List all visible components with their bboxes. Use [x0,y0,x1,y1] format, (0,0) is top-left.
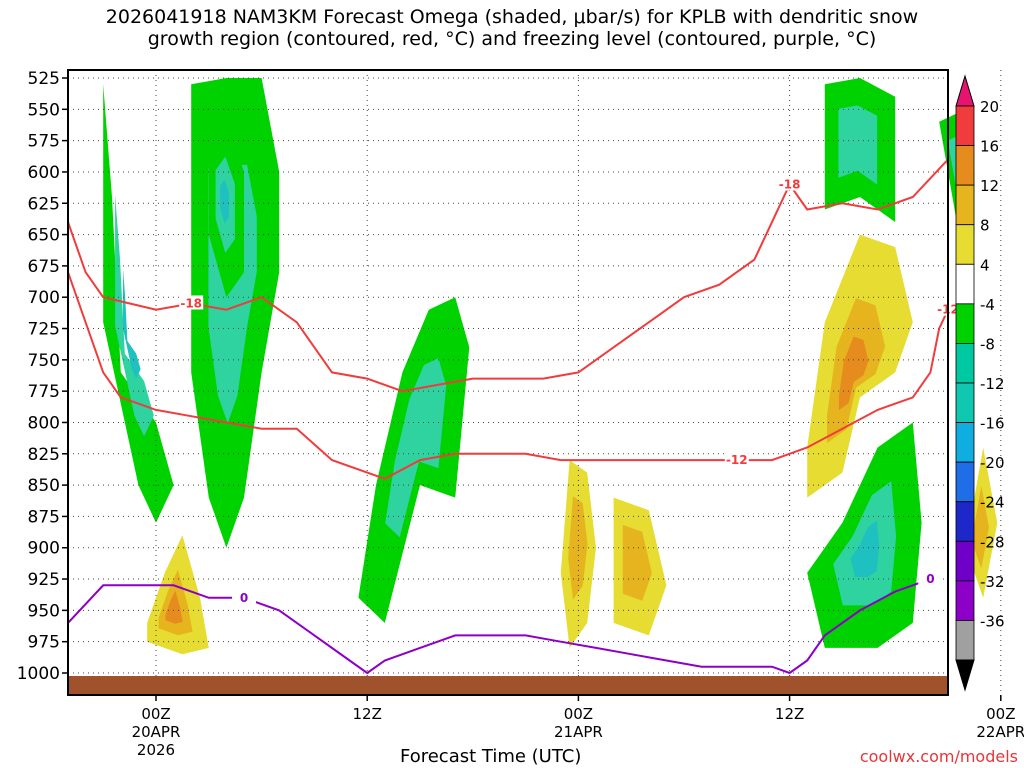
colorbar-band-10 [955,501,975,542]
colorbar-band-5 [955,303,975,344]
chart-title: 2026041918 NAM3KM Forecast Omega (shaded… [0,6,1024,50]
x-tick-label-0-2: 2026 [137,741,175,759]
omega-pos-core2-0 [165,590,183,624]
freezing-contour-0 [67,578,931,675]
y-tick-label-575: 575 [28,132,60,152]
y-tick-label-750: 750 [28,351,60,371]
x-tick-label-4-1: 22APR [976,723,1024,741]
x-tick-label-4-0: 00Z [986,705,1015,723]
dgz-contour-minus12-label-0: -12 [726,453,748,467]
omega-shading [103,78,998,655]
dgz-contour-minus18-label-0: -18 [180,296,202,310]
colorbar-bottom-arrow [955,659,975,692]
colorbar-band-4 [955,263,975,305]
colorbar-label--4: -4 [980,296,995,314]
contours: -18-18-12-12000 [67,158,960,675]
x-tick-label-1-0: 12Z [353,705,382,723]
colorbar-band-3 [955,224,975,265]
y-tick-label-675: 675 [28,257,60,277]
y-tick-label-825: 825 [28,445,60,465]
y-tick-label-1000: 1000 [17,664,60,684]
y-tick-label-650: 650 [28,226,60,246]
colorbar-band-0 [955,105,975,146]
y-tick-label-800: 800 [28,413,60,433]
y-tick-label-850: 850 [28,476,60,496]
colorbar-band-2 [955,184,975,226]
title-line-2: growth region (contoured, red, °C) and f… [147,28,877,50]
omega-pos-core2-3 [838,336,869,411]
grid-lines [68,70,1002,695]
x-tick-label-0-0: 00Z [141,705,170,723]
freezing-contour-0-label-bg-2 [918,571,943,586]
y-tick-label-900: 900 [28,539,60,559]
omega-pos-core-1 [568,496,588,600]
omega-region-core2-5 [850,520,880,577]
colorbar-label-16: 16 [980,138,999,156]
x-tick-label-3-0: 12Z [775,705,804,723]
omega-region-core2-2 [220,179,229,224]
dgz-contour-minus18-label-bg-0 [179,295,204,310]
colorbar: 20 16 12 8 4 -4 -8 -12 -16 -20 -24 -28 -32 -36 [955,74,1005,692]
y-tick-label-925: 925 [28,570,60,590]
y-tick-label-700: 700 [28,288,60,308]
colorbar-label--12: -12 [980,375,1005,393]
y-tick-label-875: 875 [28,507,60,527]
colorbar-band-1 [955,145,975,186]
colorbar-band-12 [955,580,975,621]
dgz-contour-minus18-label-bg-1 [777,176,802,191]
omega-region-core-4 [838,105,878,185]
colorbar-label-8: 8 [980,217,990,235]
x-tick-label-2-1: 21APR [554,723,603,741]
freezing-contour-0-label-2: 0 [926,572,934,586]
dgz-contour-minus12-label-bg-0 [724,452,749,467]
colorbar-label--24: -24 [980,494,1005,512]
colorbar-label--36: -36 [980,612,1005,630]
omega-region-core-3 [385,358,447,538]
colorbar-label--32: -32 [980,573,1005,591]
y-tick-label-775: 775 [28,382,60,402]
dgz-contour-minus18-label-1: -18 [779,177,801,191]
colorbar-label-4: 4 [980,256,990,274]
y-tick-label-625: 625 [28,194,60,214]
y-axis: 525 550 575 600 625 650 675 700 725 750 775 800 825 8… [17,69,68,684]
colorbar-band-8 [955,422,975,463]
dgz-contour-minus18 [67,158,949,393]
colorbar-label--20: -20 [980,454,1005,472]
x-axis-label: Forecast Time (UTC) [400,746,582,767]
ground-layer [68,676,948,696]
plot-frame [67,69,949,696]
freezing-contour-0-label-0: 0 [240,591,248,605]
omega-region-core-0 [115,195,154,437]
colorbar-band-11 [955,540,975,582]
y-tick-label-950: 950 [28,601,60,621]
omega-pos-core-4 [971,485,989,569]
omega-region-core2-0 [123,269,141,379]
title-line-1: 2026041918 NAM3KM Forecast Omega (shaded… [105,6,919,28]
y-tick-label-525: 525 [28,69,60,89]
colorbar-label--16: -16 [980,415,1005,433]
omega-pos-core-2 [622,524,652,601]
colorbar-band-7 [955,382,975,423]
colorbar-label--8: -8 [980,335,995,353]
colorbar-label-20: 20 [980,98,999,116]
colorbar-band-13 [955,620,975,661]
dgz-contour-minus12 [67,271,949,480]
y-tick-label-975: 975 [28,633,60,653]
colorbar-label-12: 12 [980,177,999,195]
colorbar-band-6 [955,343,975,384]
colorbar-label--28: -28 [980,533,1005,551]
y-tick-label-600: 600 [28,163,60,183]
colorbar-top-arrow [955,74,975,107]
watermark: coolwx.com/models [859,747,1018,766]
y-tick-label-725: 725 [28,320,60,340]
freezing-contour-0-label-bg-0 [232,589,256,604]
colorbar-band-9 [955,461,975,503]
x-tick-label-2-0: 00Z [564,705,593,723]
y-tick-label-550: 550 [28,100,60,120]
x-tick-label-0-1: 20APR [132,723,181,741]
